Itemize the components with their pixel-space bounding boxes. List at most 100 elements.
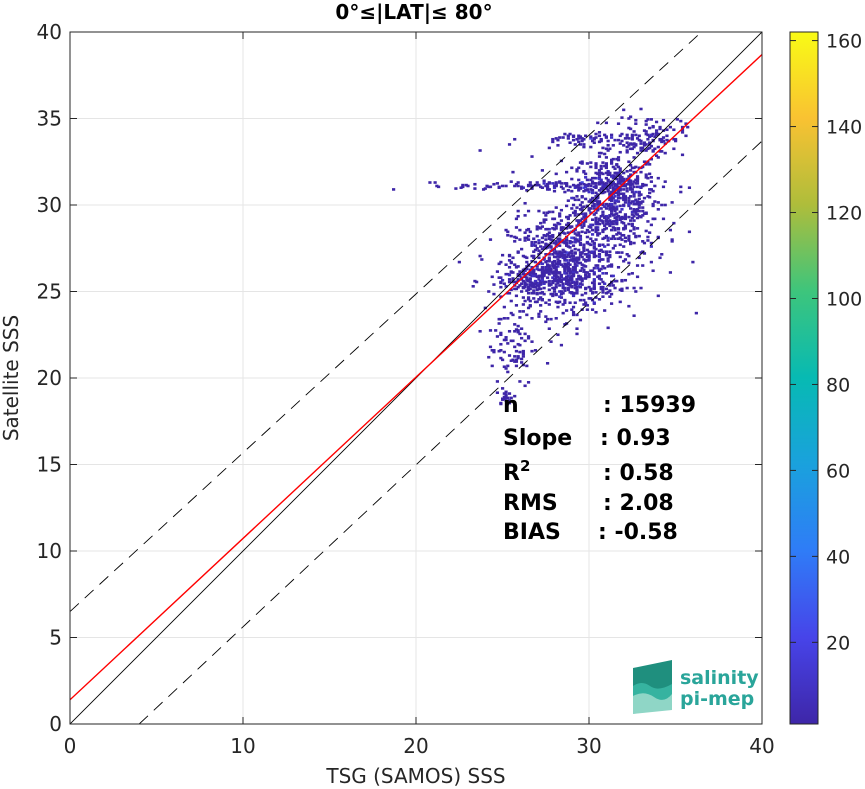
y-tick-label: 5 bbox=[49, 626, 62, 650]
heatmap-cell bbox=[547, 258, 551, 261]
heatmap-cell bbox=[656, 145, 660, 149]
heatmap-cell bbox=[594, 219, 598, 222]
heatmap-cell bbox=[641, 250, 645, 254]
heatmap-cell bbox=[629, 115, 633, 119]
heatmap-cell bbox=[540, 225, 544, 228]
heatmap-cell bbox=[639, 193, 643, 196]
heatmap-cell bbox=[629, 240, 633, 244]
heatmap-cell bbox=[608, 253, 612, 257]
heatmap-cell bbox=[530, 254, 534, 258]
heatmap-cell bbox=[654, 133, 659, 137]
heatmap-cell bbox=[611, 176, 615, 180]
heatmap-cell bbox=[571, 273, 576, 277]
heatmap-cell bbox=[608, 181, 612, 184]
heatmap-cell bbox=[537, 275, 541, 279]
heatmap-cell bbox=[585, 228, 589, 232]
logo-line1: salinity bbox=[680, 667, 759, 689]
heatmap-cell bbox=[663, 142, 667, 145]
heatmap-cell bbox=[556, 138, 560, 142]
heatmap-cell bbox=[435, 184, 439, 188]
heatmap-cell bbox=[558, 259, 562, 263]
heatmap-cell bbox=[649, 133, 653, 137]
heatmap-cell bbox=[544, 271, 548, 274]
heatmap-cell bbox=[601, 214, 605, 217]
heatmap-cell bbox=[618, 300, 622, 304]
heatmap-cell bbox=[516, 209, 520, 213]
heatmap-cell bbox=[566, 134, 570, 138]
heatmap-cell bbox=[616, 158, 621, 162]
heatmap-cell bbox=[611, 220, 615, 223]
heatmap-cell bbox=[571, 138, 576, 142]
heatmap-cell bbox=[547, 188, 551, 191]
heatmap-cell bbox=[547, 210, 551, 214]
heatmap-cell bbox=[544, 184, 548, 188]
heatmap-cell bbox=[613, 201, 617, 205]
heatmap-cell bbox=[561, 253, 565, 257]
heatmap-cell bbox=[597, 131, 602, 134]
heatmap-cell bbox=[653, 217, 657, 221]
colorbar-tick-label: 140 bbox=[826, 117, 862, 139]
heatmap-cell bbox=[644, 130, 648, 133]
heatmap-cell bbox=[521, 285, 525, 289]
heatmap-cell bbox=[590, 204, 595, 208]
heatmap-cell bbox=[561, 240, 565, 244]
heatmap-cell bbox=[616, 156, 621, 159]
heatmap-cell bbox=[571, 236, 576, 240]
colorbar-tick-label: 100 bbox=[826, 288, 862, 310]
heatmap-cell bbox=[582, 169, 586, 173]
heatmap-cell bbox=[575, 264, 579, 267]
heatmap-cell bbox=[577, 261, 581, 265]
heatmap-cell bbox=[641, 182, 645, 186]
heatmap-cell bbox=[590, 201, 595, 204]
heatmap-cell bbox=[573, 257, 577, 260]
heatmap-cell bbox=[596, 264, 600, 267]
heatmap-cell bbox=[573, 232, 577, 235]
heatmap-cell bbox=[615, 233, 619, 236]
heatmap-cell bbox=[632, 202, 636, 206]
heatmap-cell bbox=[571, 313, 576, 317]
heatmap-cell bbox=[597, 151, 602, 155]
heatmap-cell bbox=[490, 349, 494, 352]
heatmap-cell bbox=[575, 224, 579, 228]
heatmap-cell bbox=[532, 268, 536, 272]
heatmap-cell bbox=[613, 188, 617, 191]
heatmap-cell bbox=[596, 201, 600, 205]
heatmap-cell bbox=[604, 214, 608, 218]
heatmap-cell bbox=[573, 186, 577, 189]
heatmap-cell bbox=[575, 332, 579, 336]
heatmap-cell bbox=[565, 265, 569, 268]
heatmap-cell bbox=[608, 222, 612, 226]
heatmap-cell bbox=[563, 286, 567, 290]
heatmap-cell bbox=[573, 291, 577, 295]
heatmap-cell bbox=[566, 262, 570, 266]
heatmap-cell bbox=[609, 302, 614, 305]
heatmap-cell bbox=[559, 296, 564, 299]
heatmap-cell bbox=[561, 282, 565, 286]
upper-envelope-line bbox=[70, 32, 702, 612]
heatmap-cell bbox=[641, 240, 645, 243]
heatmap-cell bbox=[644, 163, 648, 166]
heatmap-cell bbox=[642, 183, 647, 187]
heatmap-cell bbox=[608, 250, 612, 254]
heatmap-cell bbox=[554, 224, 558, 228]
heatmap-cell bbox=[571, 291, 576, 295]
heatmap-cell bbox=[509, 396, 513, 400]
heatmap-cell bbox=[521, 186, 525, 189]
heatmap-cell bbox=[687, 186, 692, 189]
heatmap-cell bbox=[571, 259, 576, 263]
heatmap-cell bbox=[611, 188, 615, 192]
x-tick-label: 30 bbox=[576, 734, 601, 758]
x-tick-label: 10 bbox=[230, 734, 255, 758]
heatmap-cell bbox=[502, 395, 506, 399]
heatmap-cell bbox=[542, 221, 546, 224]
heatmap-cell bbox=[561, 136, 565, 139]
heatmap-cell bbox=[603, 182, 607, 186]
heatmap-cell bbox=[552, 223, 557, 227]
heatmap-cell bbox=[537, 312, 541, 316]
heatmap-cell bbox=[481, 188, 486, 191]
heatmap-cell bbox=[566, 286, 570, 290]
heatmap-cell bbox=[584, 134, 588, 138]
colorbar-tick-label: 60 bbox=[826, 460, 850, 482]
heatmap-cell bbox=[608, 208, 612, 211]
heatmap-cell bbox=[630, 210, 634, 214]
